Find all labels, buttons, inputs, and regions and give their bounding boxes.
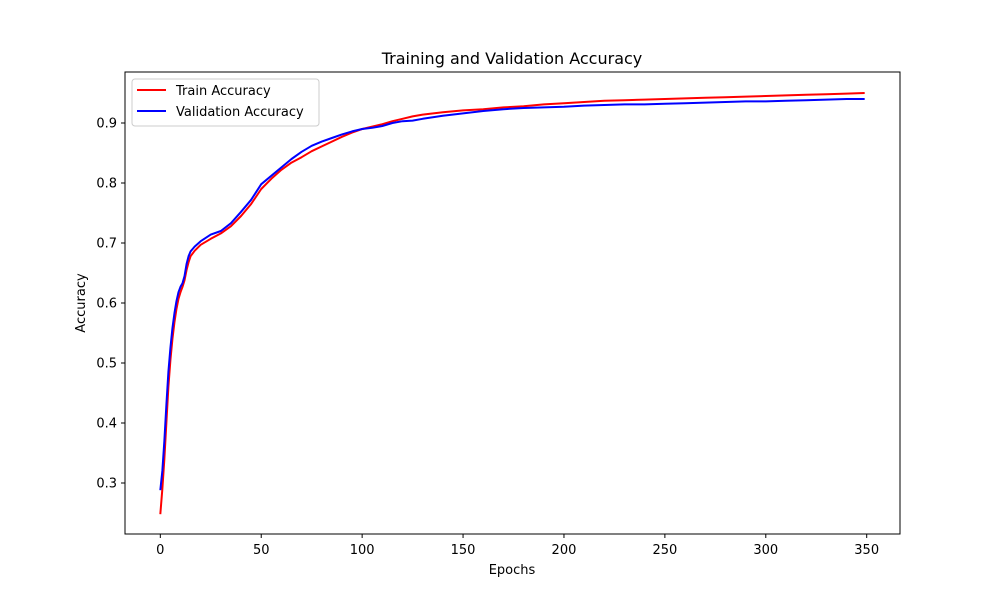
- y-tick-label: 0.9: [96, 117, 117, 132]
- legend-label-train: Train Accuracy: [175, 84, 271, 99]
- chart-title: Training and Validation Accuracy: [381, 49, 643, 68]
- x-tick-label: 100: [350, 543, 375, 558]
- legend: Train Accuracy Validation Accuracy: [131, 78, 320, 127]
- y-axis-label: Accuracy: [74, 273, 89, 333]
- y-tick-label: 0.5: [96, 357, 117, 372]
- validation-accuracy-line: [159, 98, 865, 491]
- x-tick-label: 300: [753, 543, 778, 558]
- y-tick-label: 0.8: [96, 177, 117, 192]
- y-tick-label: 0.3: [96, 477, 117, 492]
- y-tick-label: 0.7: [96, 237, 117, 252]
- x-tick-label: 350: [854, 543, 879, 558]
- x-axis-ticks: 0 50 100 150 200 250 300 350: [156, 534, 879, 558]
- y-tick-label: 0.6: [96, 297, 117, 312]
- x-axis-label: Epochs: [489, 563, 536, 578]
- train-accuracy-line: [159, 92, 865, 515]
- legend-label-validation: Validation Accuracy: [176, 105, 304, 120]
- x-tick-label: 50: [253, 543, 270, 558]
- legend-box: [131, 78, 320, 127]
- x-tick-label: 250: [652, 543, 677, 558]
- y-axis-ticks: 0.3 0.4 0.5 0.6 0.7 0.8 0.9: [96, 117, 125, 492]
- x-tick-label: 150: [451, 543, 476, 558]
- x-tick-label: 200: [552, 543, 577, 558]
- y-tick-label: 0.4: [96, 417, 117, 432]
- series-layer: [159, 92, 865, 515]
- x-tick-label: 0: [156, 543, 164, 558]
